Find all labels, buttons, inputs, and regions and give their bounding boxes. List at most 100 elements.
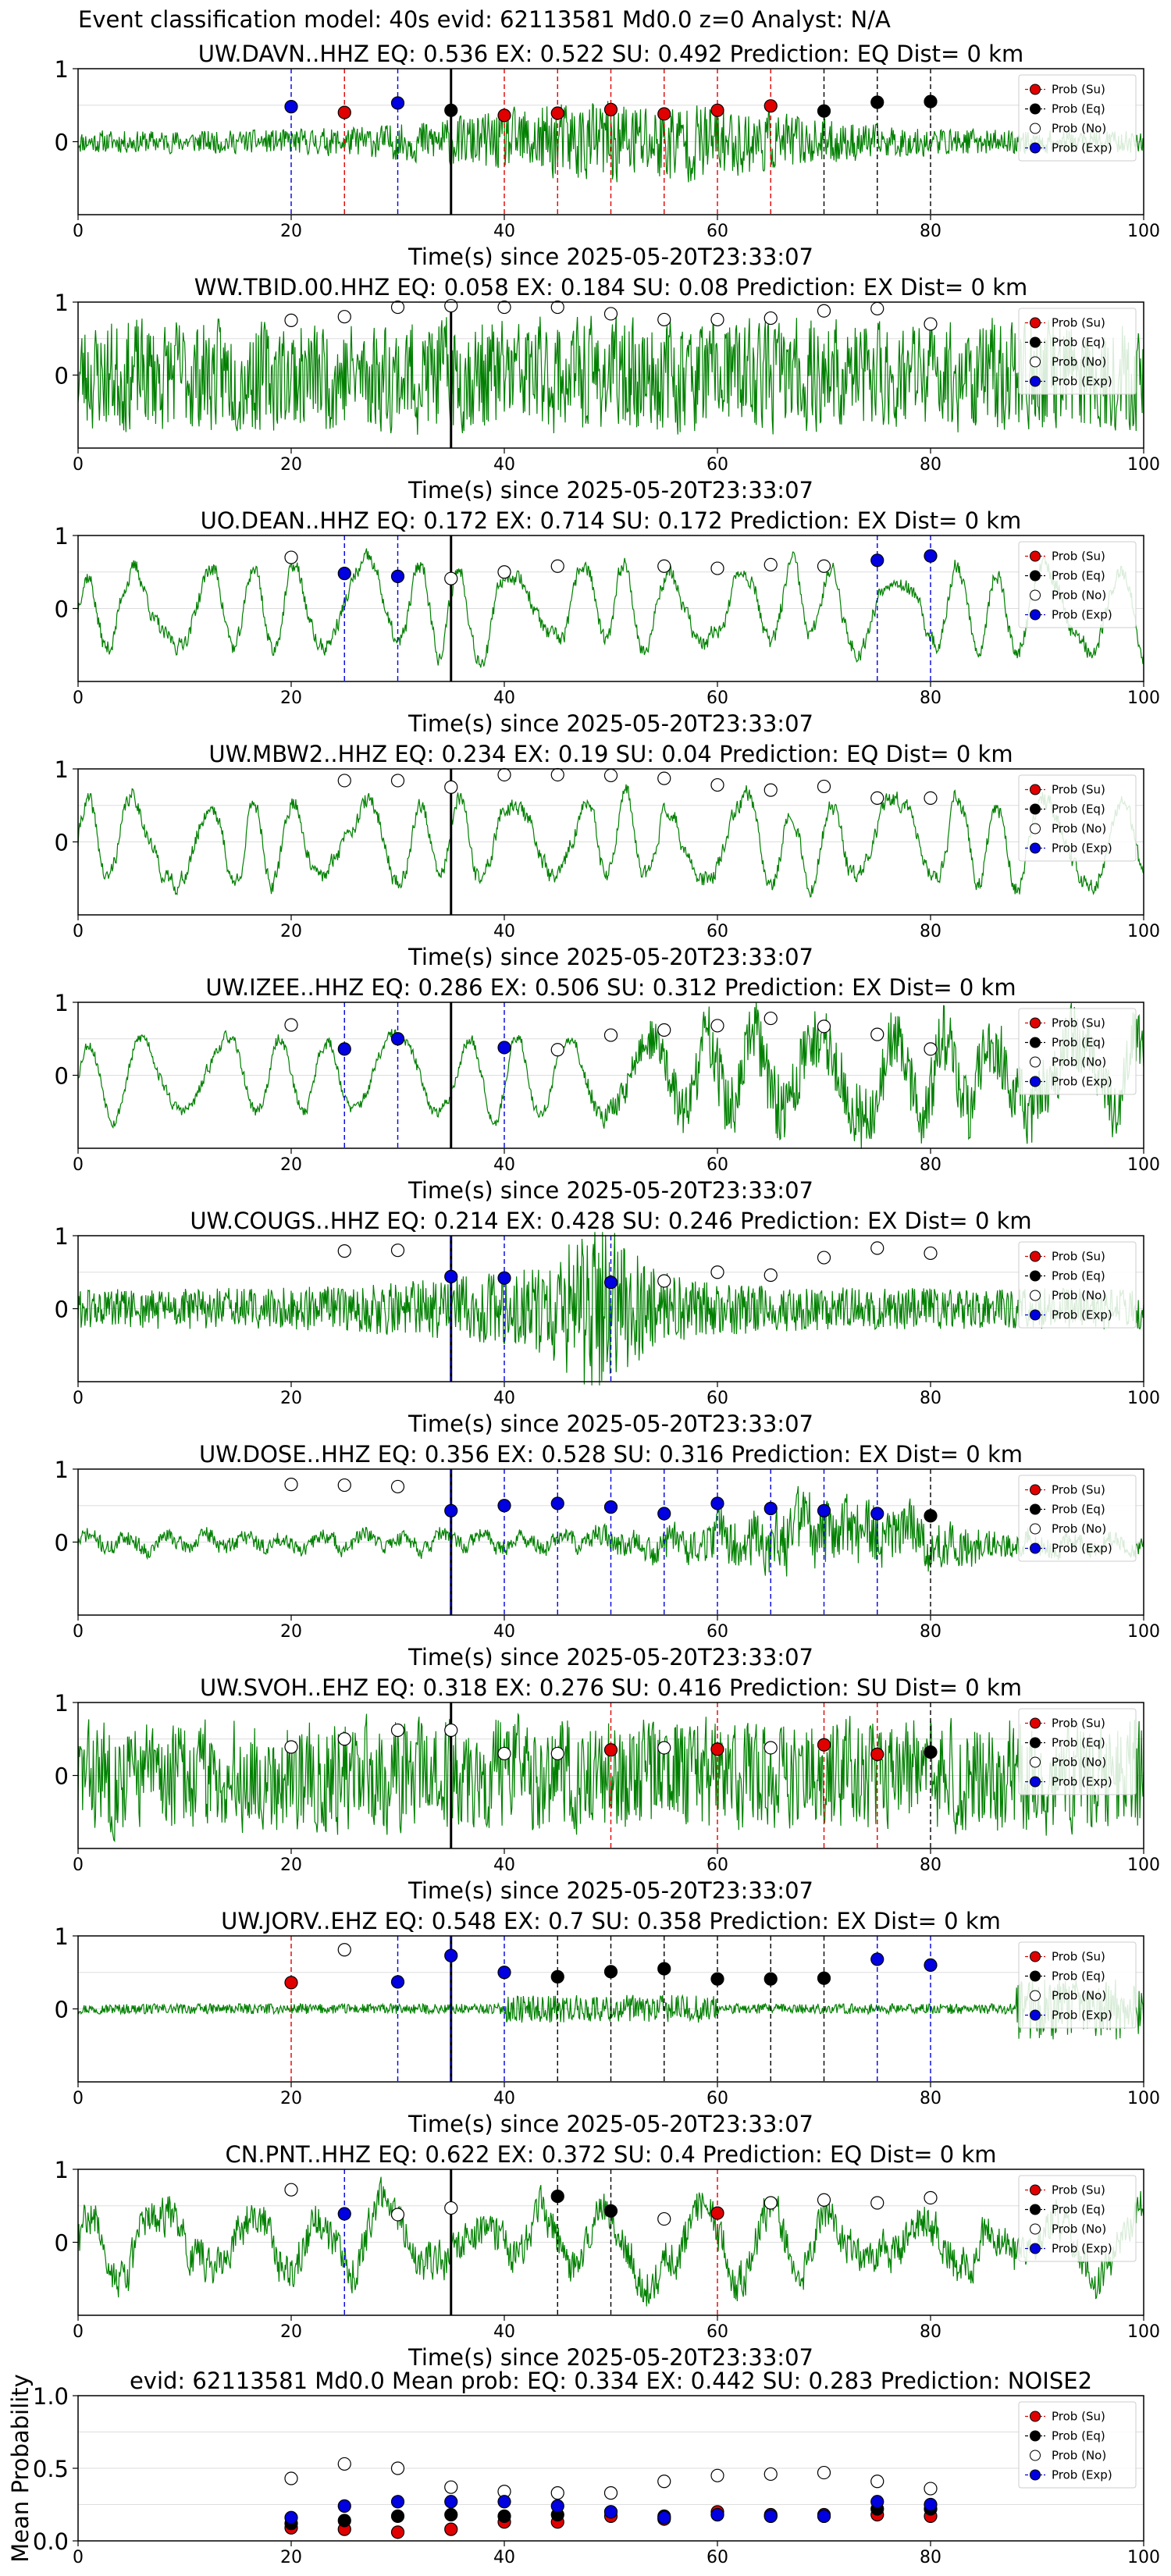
marker-eq xyxy=(763,1972,778,1986)
legend: Prob (Su) Prob (Eq) Prob (No) Prob (Exp) xyxy=(1018,1241,1137,1329)
panel-title: UW.JORV..EHZ EQ: 0.548 EX: 0.7 SU: 0.358… xyxy=(221,1908,1001,1934)
x-tick-label: 20 xyxy=(280,922,302,941)
legend-label-eq: Prob (Eq) xyxy=(1052,2429,1105,2443)
legend-marker-no xyxy=(1030,1290,1041,1301)
marker-no xyxy=(337,1732,351,1746)
marker-su xyxy=(284,1976,298,1990)
x-tick-label: 40 xyxy=(493,1856,515,1875)
marker-exp xyxy=(924,549,938,563)
panel-title: CN.PNT..HHZ EQ: 0.622 EX: 0.372 SU: 0.4 … xyxy=(225,2141,996,2168)
x-tick-label: 20 xyxy=(280,688,302,708)
marker-no xyxy=(924,1246,938,1261)
marker-no xyxy=(444,780,458,794)
marker-no xyxy=(870,301,884,316)
marker-su xyxy=(603,1743,618,1757)
x-tick-label: 100 xyxy=(1127,2322,1160,2342)
legend-marker-su xyxy=(1030,1251,1041,1262)
legend-marker-exp xyxy=(1030,1076,1041,1087)
legend-label-su: Prob (Su) xyxy=(1052,2410,1105,2424)
legend-box xyxy=(1018,1708,1137,1795)
marker-no xyxy=(444,2201,458,2215)
y-tick-label: 0 xyxy=(55,2230,69,2257)
x-tick-label: 100 xyxy=(1127,2548,1160,2567)
x-tick-label: 40 xyxy=(493,455,515,475)
panel-9: UW.JORV..EHZ EQ: 0.548 EX: 0.7 SU: 0.358… xyxy=(55,1908,1160,2137)
legend-marker-no xyxy=(1030,1523,1041,1535)
x-tick-label: 80 xyxy=(920,455,941,475)
marker-no xyxy=(924,317,938,331)
legend: Prob (Su) Prob (Eq) Prob (No) Prob (Exp) xyxy=(1018,1008,1137,1095)
marker-no xyxy=(710,1019,724,1033)
legend-marker-no xyxy=(1030,1756,1041,1768)
legend-box xyxy=(1018,2401,1137,2489)
marker-exp xyxy=(337,2499,351,2513)
x-tick-label: 60 xyxy=(707,1389,728,1408)
panel-5: UW.IZEE..HHZ EQ: 0.286 EX: 0.506 SU: 0.3… xyxy=(55,974,1160,1204)
marker-exp xyxy=(444,2495,458,2509)
x-axis-label: Time(s) since 2025-05-20T23:33:07 xyxy=(408,944,813,970)
marker-eq xyxy=(550,2189,564,2204)
legend-box xyxy=(1018,2175,1137,2262)
x-tick-label: 80 xyxy=(920,1622,941,1642)
legend-marker-no xyxy=(1030,2450,1041,2461)
x-tick-label: 100 xyxy=(1127,1622,1160,1642)
x-tick-label: 0 xyxy=(73,455,84,475)
figure-title: Event classification model: 40s evid: 62… xyxy=(78,6,891,33)
marker-no xyxy=(337,1244,351,1258)
legend-label-eq: Prob (Eq) xyxy=(1052,802,1105,817)
panel-title: UW.DAVN..HHZ EQ: 0.536 EX: 0.522 SU: 0.4… xyxy=(198,41,1023,67)
x-tick-label: 80 xyxy=(920,1856,941,1875)
legend-marker-exp xyxy=(1030,142,1041,154)
legend-marker-exp xyxy=(1030,2243,1041,2254)
marker-eq xyxy=(497,2509,511,2523)
marker-no xyxy=(710,561,724,575)
panel-title: UW.DOSE..HHZ EQ: 0.356 EX: 0.528 SU: 0.3… xyxy=(199,1441,1023,1468)
y-tick-label: 0 xyxy=(55,1530,69,1557)
marker-no xyxy=(817,779,831,794)
legend-marker-su xyxy=(1030,1717,1041,1729)
x-tick-label: 60 xyxy=(707,455,728,475)
legend-marker-su xyxy=(1030,550,1041,562)
x-tick-label: 100 xyxy=(1127,222,1160,241)
x-tick-label: 20 xyxy=(280,2548,302,2567)
legend-marker-eq xyxy=(1030,2430,1041,2442)
x-tick-label: 80 xyxy=(920,222,941,241)
legend-marker-no xyxy=(1030,823,1041,834)
marker-no xyxy=(924,2190,938,2205)
marker-su xyxy=(763,99,778,113)
y-axis-label: Mean Probability xyxy=(7,2374,34,2563)
marker-eq xyxy=(444,2507,458,2522)
legend-label-eq: Prob (Eq) xyxy=(1052,2203,1105,2217)
legend-label-exp: Prob (Exp) xyxy=(1052,1308,1112,1322)
legend-label-eq: Prob (Eq) xyxy=(1052,1036,1105,1050)
panel-6: UW.COUGS..HHZ EQ: 0.214 EX: 0.428 SU: 0.… xyxy=(55,1208,1160,1437)
y-tick-label: 1 xyxy=(55,1690,69,1717)
marker-no xyxy=(763,557,778,572)
marker-no xyxy=(497,300,511,315)
x-tick-label: 40 xyxy=(493,222,515,241)
x-axis-label: Time(s) since 2025-05-20T23:33:07 xyxy=(408,2111,813,2137)
legend-marker-eq xyxy=(1030,1503,1041,1515)
x-tick-label: 100 xyxy=(1127,1155,1160,1175)
legend: Prob (Su) Prob (Eq) Prob (No) Prob (Exp) xyxy=(1018,774,1137,862)
marker-exp xyxy=(603,1500,618,1514)
legend-marker-eq xyxy=(1030,336,1041,348)
legend-label-no: Prob (No) xyxy=(1052,1522,1106,1536)
legend-label-exp: Prob (Exp) xyxy=(1052,608,1112,622)
legend: Prob (Su) Prob (Eq) Prob (No) Prob (Exp) xyxy=(1018,2175,1137,2262)
marker-no xyxy=(550,559,564,573)
legend-marker-exp xyxy=(1030,375,1041,387)
legend: Prob (Su) Prob (Eq) Prob (No) Prob (Exp) xyxy=(1018,541,1137,628)
marker-no xyxy=(870,2196,884,2210)
legend: Prob (Su) Prob (Eq) Prob (No) Prob (Exp) xyxy=(1018,1475,1137,1562)
legend-label-no: Prob (No) xyxy=(1052,355,1106,369)
marker-exp xyxy=(924,2497,938,2512)
marker-no xyxy=(337,774,351,788)
panel-7: UW.DOSE..HHZ EQ: 0.356 EX: 0.528 SU: 0.3… xyxy=(55,1441,1160,1670)
x-axis-label: Time(s) since 2025-05-20T23:33:07 xyxy=(408,244,813,270)
marker-no xyxy=(603,768,618,783)
marker-no xyxy=(550,767,564,782)
legend-label-su: Prob (Su) xyxy=(1052,1483,1105,1497)
y-tick-label: 0 xyxy=(55,363,69,390)
marker-no xyxy=(337,2457,351,2471)
